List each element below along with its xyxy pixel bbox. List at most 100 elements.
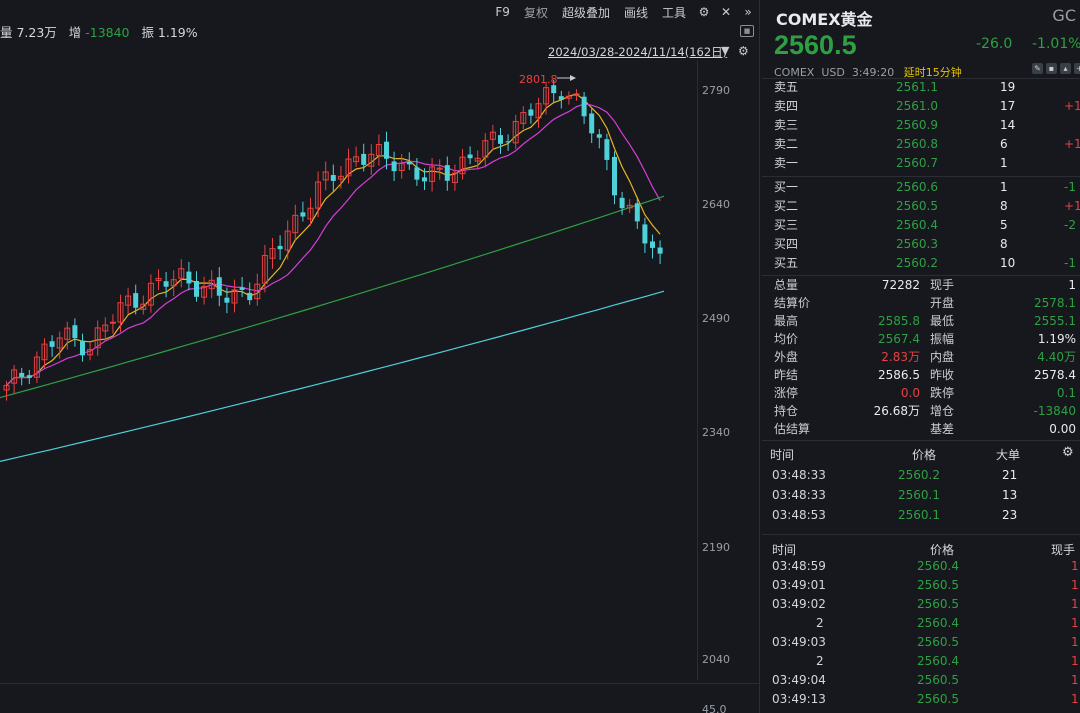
gear-icon[interactable]: ⚙ [1062,445,1074,460]
order-book-row[interactable]: 买五 2560.2 10 -1 [762,254,1080,273]
trade-time: 03:48:33 [772,488,826,502]
moving-average-line [0,290,665,462]
stat-value: 0.00 [1049,422,1076,436]
candle-body [292,214,299,234]
volume-axis-label: 45.0 [702,703,727,713]
candle-body [155,277,162,282]
level-volume: 1 [1000,156,1008,170]
candle-body [94,327,101,349]
bell-icon[interactable]: ▴ [1060,63,1071,74]
peak-label: 2801.8 [519,73,558,86]
amp-text: 振 1.19% [141,25,198,40]
candle-body [87,349,94,356]
level-volume: 5 [1000,218,1008,232]
stat-label: 昨收 [930,368,955,382]
candle-body [612,156,617,196]
moving-average-line [6,103,661,386]
candle-body [194,280,199,297]
stat-row: 均价 2567.4 振幅 1.19% [762,330,1080,348]
tick-row: 03:49:04 2560.5 1 [762,671,1080,690]
level-price: 2560.5 [896,199,938,213]
edit-icon[interactable]: ✎ [1032,63,1043,74]
date-range-label[interactable]: 2024/03/28-2024/11/14(162日) [548,45,728,59]
level-change: -1 [1064,180,1076,194]
candle-body [451,172,458,184]
stat-label: 结算价 [774,296,811,310]
settings-icon[interactable]: ⚙ [738,44,749,58]
stat-row: 昨结 2586.5 昨收 2578.4 [762,366,1080,384]
draw-button[interactable]: 画线 [623,5,648,20]
level-price: 2560.6 [896,180,938,194]
candle-body [80,340,85,356]
candle-body [422,177,427,182]
candle-body [208,279,215,290]
order-book-row[interactable]: 卖二 2560.8 6 +1 [762,135,1080,154]
quote-panel: COMEX黄金 GC 2560.5 -26.0 -1.01% COMEX USD… [762,0,1080,713]
candle-body [634,203,640,222]
quote-meta: COMEX USD 3:49:20 延时15分钟 [774,64,962,80]
level-label: 买五 [774,256,799,270]
candle-body [56,337,63,349]
stat-value: 2555.1 [1034,314,1076,328]
tick-price: 2560.5 [917,692,959,706]
order-book-row[interactable]: 买一 2560.6 1 -1 [762,178,1080,197]
candle-body [41,343,48,361]
kline-chart-panel[interactable]: 量 7.23万 增 -13840 振 1.19% F9 复权 超级叠加 画线 工… [0,0,760,713]
tools-button[interactable]: 工具 [661,5,686,20]
candle-body [543,87,550,105]
stat-row: 最高 2585.8 最低 2555.1 [762,312,1080,330]
candle-body [498,135,503,144]
trade-time: 03:48:53 [772,508,826,522]
order-book-row[interactable]: 卖四 2561.0 17 +1 [762,97,1080,116]
f9-button[interactable]: F9 [495,5,510,19]
overlay-button[interactable]: 超级叠加 [561,5,610,20]
tick-time: 03:49:04 [772,673,826,687]
divider [762,534,1080,535]
gear-icon[interactable]: ⚙ [698,5,710,19]
caret-down-icon[interactable]: ▼ [721,44,730,57]
level-label: 卖一 [774,156,799,170]
stat-row: 总量 72282 现手 1 [762,276,1080,294]
level-price: 2560.3 [896,237,938,251]
stat-value: 26.68万 [873,404,920,418]
more-icon[interactable]: + [1074,63,1080,74]
tick-volume: 1 [1071,692,1079,706]
stat-row: 结算价 开盘 2578.1 [762,294,1080,312]
candle-body [19,372,25,377]
price-tick-label: 2190 [702,541,730,554]
order-book-row[interactable]: 买三 2560.4 5 -2 [762,216,1080,235]
tick-time: 2 [816,616,824,630]
vol-toggle-icon[interactable]: ■ [740,25,754,37]
divider [762,275,1080,276]
stat-label: 最高 [774,314,799,328]
adjust-button[interactable]: 复权 [523,5,548,20]
order-book-row[interactable]: 卖五 2561.1 19 [762,78,1080,97]
tick-volume: 1 [1071,597,1079,611]
lock-icon[interactable]: ▪ [1046,63,1057,74]
chart-info-bar: 量 7.23万 增 -13840 振 1.19% [0,22,198,41]
expand-icon[interactable]: » [744,5,752,19]
candle-body [224,297,230,303]
candle-body [414,167,420,180]
order-book-row[interactable]: 卖三 2560.9 14 [762,116,1080,135]
candle-body [125,295,132,306]
price-change-pct: -1.01% [1032,36,1080,52]
price-tick-label: 2790 [702,84,730,97]
level-volume: 14 [1000,118,1016,132]
column-header: 大单 [996,448,1021,462]
stat-value: 2578.4 [1034,368,1076,382]
candlestick-area[interactable]: 2801.8 [0,60,697,683]
order-book-row[interactable]: 买四 2560.3 8 [762,235,1080,254]
stat-label: 持仓 [774,404,799,418]
candle-body [337,175,344,180]
stat-value: 2586.5 [878,368,920,382]
order-book-row[interactable]: 卖一 2560.7 1 [762,154,1080,173]
tick-row: 03:48:59 2560.4 1 [762,557,1080,576]
close-icon[interactable]: ✕ [720,5,732,19]
tick-row: 03:49:01 2560.5 1 [762,576,1080,595]
order-book-row[interactable]: 买二 2560.5 8 +1 [762,197,1080,216]
big-trade-row: 03:48:33 2560.2 21 [762,466,1080,485]
tick-price: 2560.5 [917,673,959,687]
tick-time: 03:49:02 [772,597,826,611]
stat-value: 72282 [881,278,920,292]
